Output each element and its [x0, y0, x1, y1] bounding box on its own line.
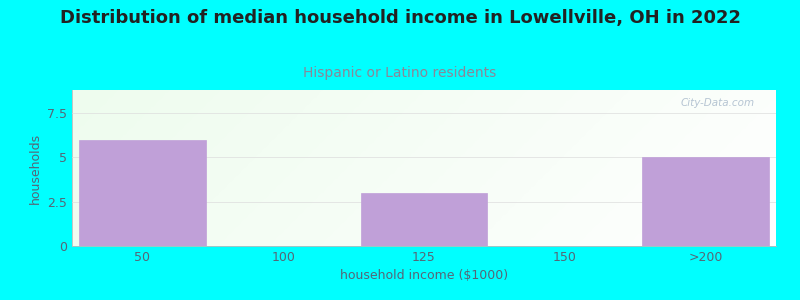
Text: Distribution of median household income in Lowellville, OH in 2022: Distribution of median household income … [59, 9, 741, 27]
Bar [361, 193, 487, 246]
Bar [79, 140, 206, 246]
Y-axis label: households: households [29, 132, 42, 204]
Bar [642, 158, 769, 246]
X-axis label: household income ($1000): household income ($1000) [340, 269, 508, 282]
Text: Hispanic or Latino residents: Hispanic or Latino residents [303, 66, 497, 80]
Text: City-Data.com: City-Data.com [681, 98, 755, 108]
